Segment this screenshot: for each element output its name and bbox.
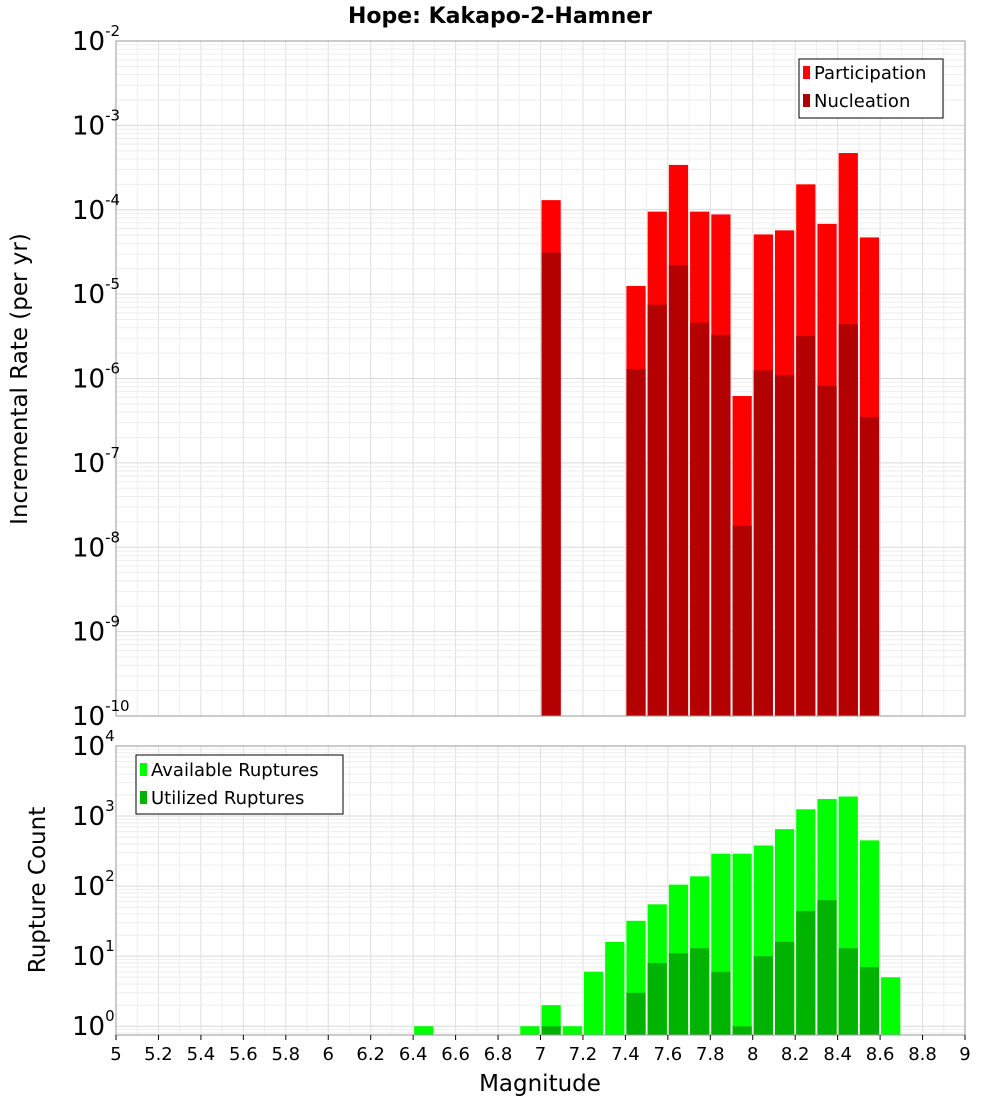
legend-swatch-nucleation (803, 94, 810, 107)
bottom-bar-utilized-ruptures (859, 967, 880, 1035)
0-y-tick-label: 10-2 (72, 22, 120, 57)
top-bar-nucleation (711, 334, 731, 716)
x-tick-label: 5.6 (229, 1044, 258, 1065)
top-bar-nucleation (796, 335, 816, 716)
x-axis-label: Magnitude (479, 1071, 601, 1097)
1-y-tick-label: 101 (72, 937, 115, 972)
legend-label-utilized: Utilized Ruptures (151, 788, 304, 809)
top-y-ticks: 10-10 10-9 10-8 10-7 10-6 10-5 10-4 10-3 10-2 (72, 22, 130, 732)
bottom-bar-available-ruptures (520, 1026, 540, 1035)
top-grid (115, 40, 966, 717)
bottom-bar-utilized-ruptures (541, 1026, 561, 1035)
bottom-bar-available-ruptures (583, 971, 604, 1035)
x-tick-label: 7.2 (569, 1044, 598, 1065)
top-bar-nucleation (859, 416, 880, 716)
top-bar-nucleation (838, 324, 858, 716)
bottom-bars (414, 796, 901, 1035)
x-tick-label: 8.4 (823, 1044, 852, 1065)
chart-title: Hope: Kakapo-2-Hamner (348, 4, 652, 29)
top-bar-nucleation (541, 252, 561, 716)
top-bars (541, 153, 880, 717)
x-tick-label: 6.6 (441, 1044, 470, 1065)
x-tick-label: 9 (959, 1044, 970, 1065)
x-tick-label: 6.4 (399, 1044, 428, 1065)
bottom-bar-utilized-ruptures (626, 992, 646, 1035)
x-tick-label: 8.8 (908, 1044, 937, 1065)
rupture-count-plot: 100 101 102 103 104 5 5.2 5.4 5.6 5.8 6 6.2 6.4 6.6 6… (25, 727, 971, 1097)
0-y-tick-label: 10-5 (72, 275, 120, 310)
x-tick-label: 7.6 (654, 1044, 683, 1065)
bottom-y-axis-label: Rupture Count (25, 807, 51, 973)
top-plot-border (115, 40, 966, 717)
1-y-tick-label: 102 (72, 867, 115, 902)
legend-swatch-utilized (140, 791, 147, 804)
bottom-bar-utilized-ruptures (838, 948, 858, 1035)
bottom-bar-utilized-ruptures (774, 941, 795, 1035)
0-y-tick-label: 10-7 (72, 444, 120, 479)
bottom-x-ticks: 5 5.2 5.4 5.6 5.8 6 6.2 6.4 6.6 6.8 7 7.2 7.4 7.6 7.8 8… (110, 1035, 971, 1065)
bottom-bar-available-ruptures (562, 1026, 582, 1035)
legend-label-nucleation: Nucleation (814, 91, 910, 112)
x-tick-label: 5.4 (187, 1044, 216, 1065)
bottom-bar-utilized-ruptures (690, 948, 710, 1035)
top-bar-nucleation (626, 368, 646, 716)
x-tick-label: 8.2 (781, 1044, 810, 1065)
0-y-tick-label: 10-4 (72, 191, 120, 226)
1-y-tick-label: 100 (72, 1007, 115, 1042)
top-legend: Participation Nucleation (798, 58, 944, 119)
bottom-bar-utilized-ruptures (711, 971, 731, 1035)
top-bar-nucleation (647, 304, 667, 716)
bottom-bar-utilized-ruptures (817, 900, 837, 1035)
0-y-tick-label: 10-6 (72, 360, 120, 395)
bottom-bar-utilized-ruptures (796, 911, 816, 1035)
legend-swatch-available (140, 763, 147, 776)
bottom-bar-utilized-ruptures (732, 1026, 752, 1035)
1-y-tick-label: 103 (72, 797, 115, 832)
legend-swatch-participation (803, 66, 810, 79)
x-tick-label: 5.8 (271, 1044, 300, 1065)
bottom-bar-utilized-ruptures (647, 962, 667, 1035)
bottom-legend-box (135, 754, 344, 815)
x-tick-label: 5 (110, 1044, 121, 1065)
top-bar-nucleation (732, 525, 752, 716)
top-bar-nucleation (690, 322, 710, 716)
x-tick-label: 6.2 (356, 1044, 385, 1065)
1-y-tick-label: 104 (72, 727, 115, 762)
bottom-y-ticks: 100 101 102 103 104 (72, 727, 115, 1042)
x-tick-label: 7.8 (696, 1044, 725, 1065)
bottom-bar-available-ruptures (881, 977, 901, 1035)
x-tick-label: 7.4 (611, 1044, 640, 1065)
top-bar-nucleation (817, 385, 837, 716)
bottom-bar-available-ruptures (414, 1026, 434, 1035)
x-tick-label: 7 (535, 1044, 546, 1065)
participation-plot: 10-10 10-9 10-8 10-7 10-6 10-5 10-4 10-3 10-2 In… (7, 22, 966, 732)
x-tick-label: 6.8 (484, 1044, 513, 1065)
x-tick-label: 8.6 (866, 1044, 895, 1065)
legend-label-participation: Participation (814, 63, 926, 84)
top-bar-nucleation (668, 265, 689, 716)
x-tick-label: 5.2 (144, 1044, 173, 1065)
0-y-tick-label: 10-3 (72, 106, 120, 141)
0-y-tick-label: 10-8 (72, 528, 120, 563)
0-y-tick-label: 10-9 (72, 613, 120, 648)
top-y-axis-label: Incremental Rate (per yr) (7, 233, 33, 525)
x-tick-label: 6 (323, 1044, 334, 1065)
bottom-bar-available-ruptures (732, 853, 752, 1035)
bottom-legend: Available Ruptures Utilized Ruptures (135, 754, 344, 815)
legend-label-available: Available Ruptures (151, 760, 319, 781)
bottom-bar-available-ruptures (605, 941, 625, 1035)
x-tick-label: 8 (747, 1044, 758, 1065)
bottom-bar-utilized-ruptures (668, 953, 689, 1035)
top-legend-box (798, 58, 944, 119)
bottom-bar-utilized-ruptures (753, 956, 773, 1035)
0-y-tick-label: 10-10 (72, 697, 130, 732)
top-bar-nucleation (774, 375, 795, 716)
top-bar-nucleation (753, 370, 773, 716)
